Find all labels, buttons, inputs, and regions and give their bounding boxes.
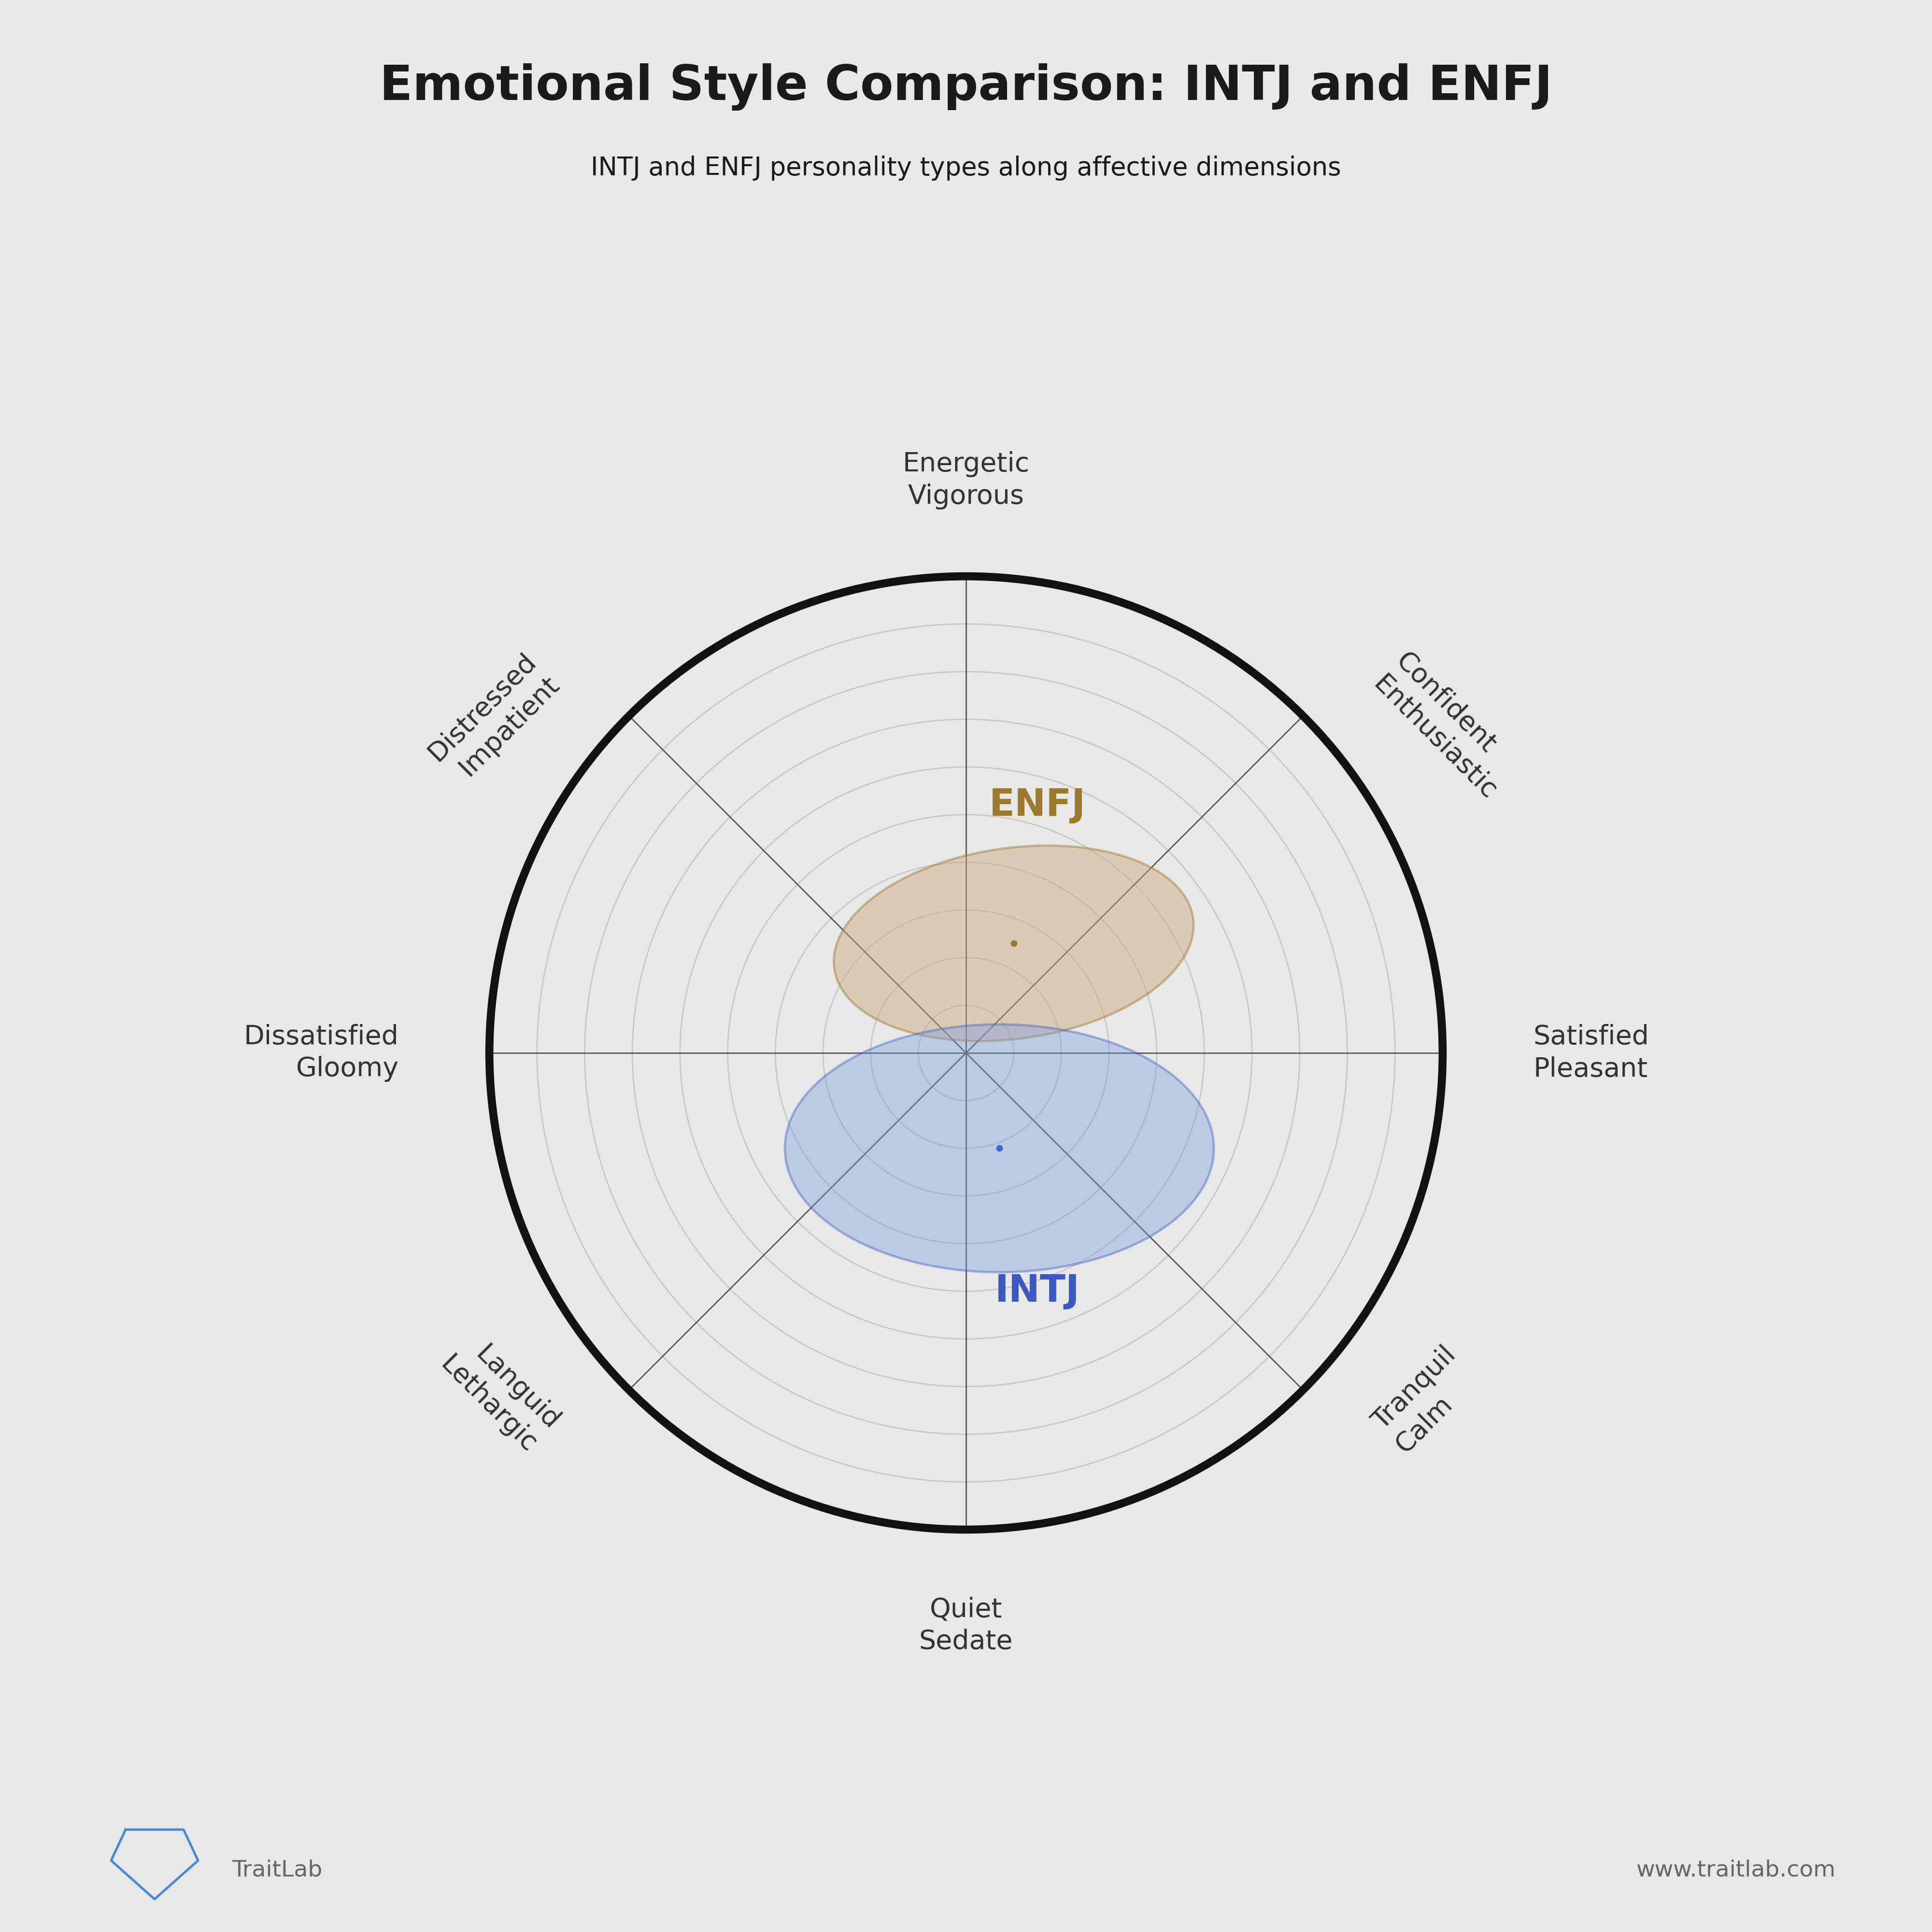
Text: Languid
Lethargic: Languid Lethargic: [435, 1329, 564, 1459]
Text: INTJ: INTJ: [995, 1273, 1080, 1310]
Point: [999, 927, 1030, 958]
Text: Emotional Style Comparison: INTJ and ENFJ: Emotional Style Comparison: INTJ and ENF…: [379, 64, 1553, 110]
Ellipse shape: [784, 1024, 1213, 1271]
Text: Distressed
Impatient: Distressed Impatient: [423, 647, 564, 788]
Text: Satisfied
Pleasant: Satisfied Pleasant: [1534, 1024, 1650, 1082]
Text: www.traitlab.com: www.traitlab.com: [1636, 1859, 1835, 1882]
Text: INTJ and ENFJ personality types along affective dimensions: INTJ and ENFJ personality types along af…: [591, 156, 1341, 182]
Text: Energetic
Vigorous: Energetic Vigorous: [902, 452, 1030, 510]
Text: Confident
Enthusiastic: Confident Enthusiastic: [1368, 647, 1524, 804]
Text: TraitLab: TraitLab: [232, 1859, 323, 1882]
Point: [983, 1132, 1014, 1163]
Text: Tranquil
Calm: Tranquil Calm: [1368, 1341, 1484, 1459]
Ellipse shape: [835, 846, 1194, 1041]
Text: Quiet
Sedate: Quiet Sedate: [920, 1596, 1012, 1654]
Text: ENFJ: ENFJ: [989, 786, 1086, 823]
Text: Dissatisfied
Gloomy: Dissatisfied Gloomy: [243, 1024, 398, 1082]
